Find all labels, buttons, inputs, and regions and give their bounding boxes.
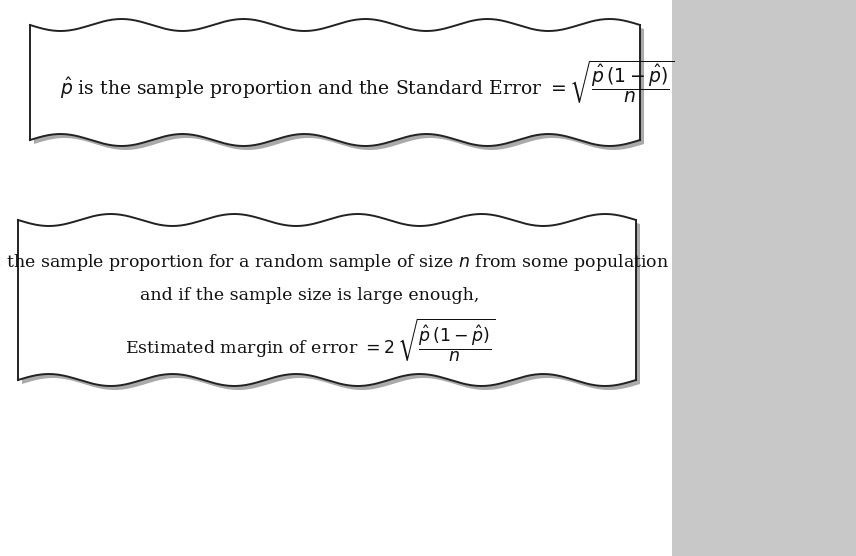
- Text: If $\hat{p}$ is the sample proportion for a random sample of size $n$ from some : If $\hat{p}$ is the sample proportion fo…: [0, 250, 669, 274]
- Polygon shape: [18, 214, 636, 386]
- Polygon shape: [30, 19, 640, 146]
- Polygon shape: [22, 218, 640, 390]
- Text: and if the sample size is large enough,: and if the sample size is large enough,: [140, 286, 479, 304]
- Bar: [672, 0, 856, 556]
- Text: $\hat{p}$ is the sample proportion and the Standard Error $= \sqrt{\dfrac{\hat{p: $\hat{p}$ is the sample proportion and t…: [60, 58, 675, 106]
- Polygon shape: [34, 23, 644, 150]
- Text: Estimated margin of error $= 2\,\sqrt{\dfrac{\hat{p}\,(1-\hat{p})}{n}}$: Estimated margin of error $= 2\,\sqrt{\d…: [125, 316, 496, 364]
